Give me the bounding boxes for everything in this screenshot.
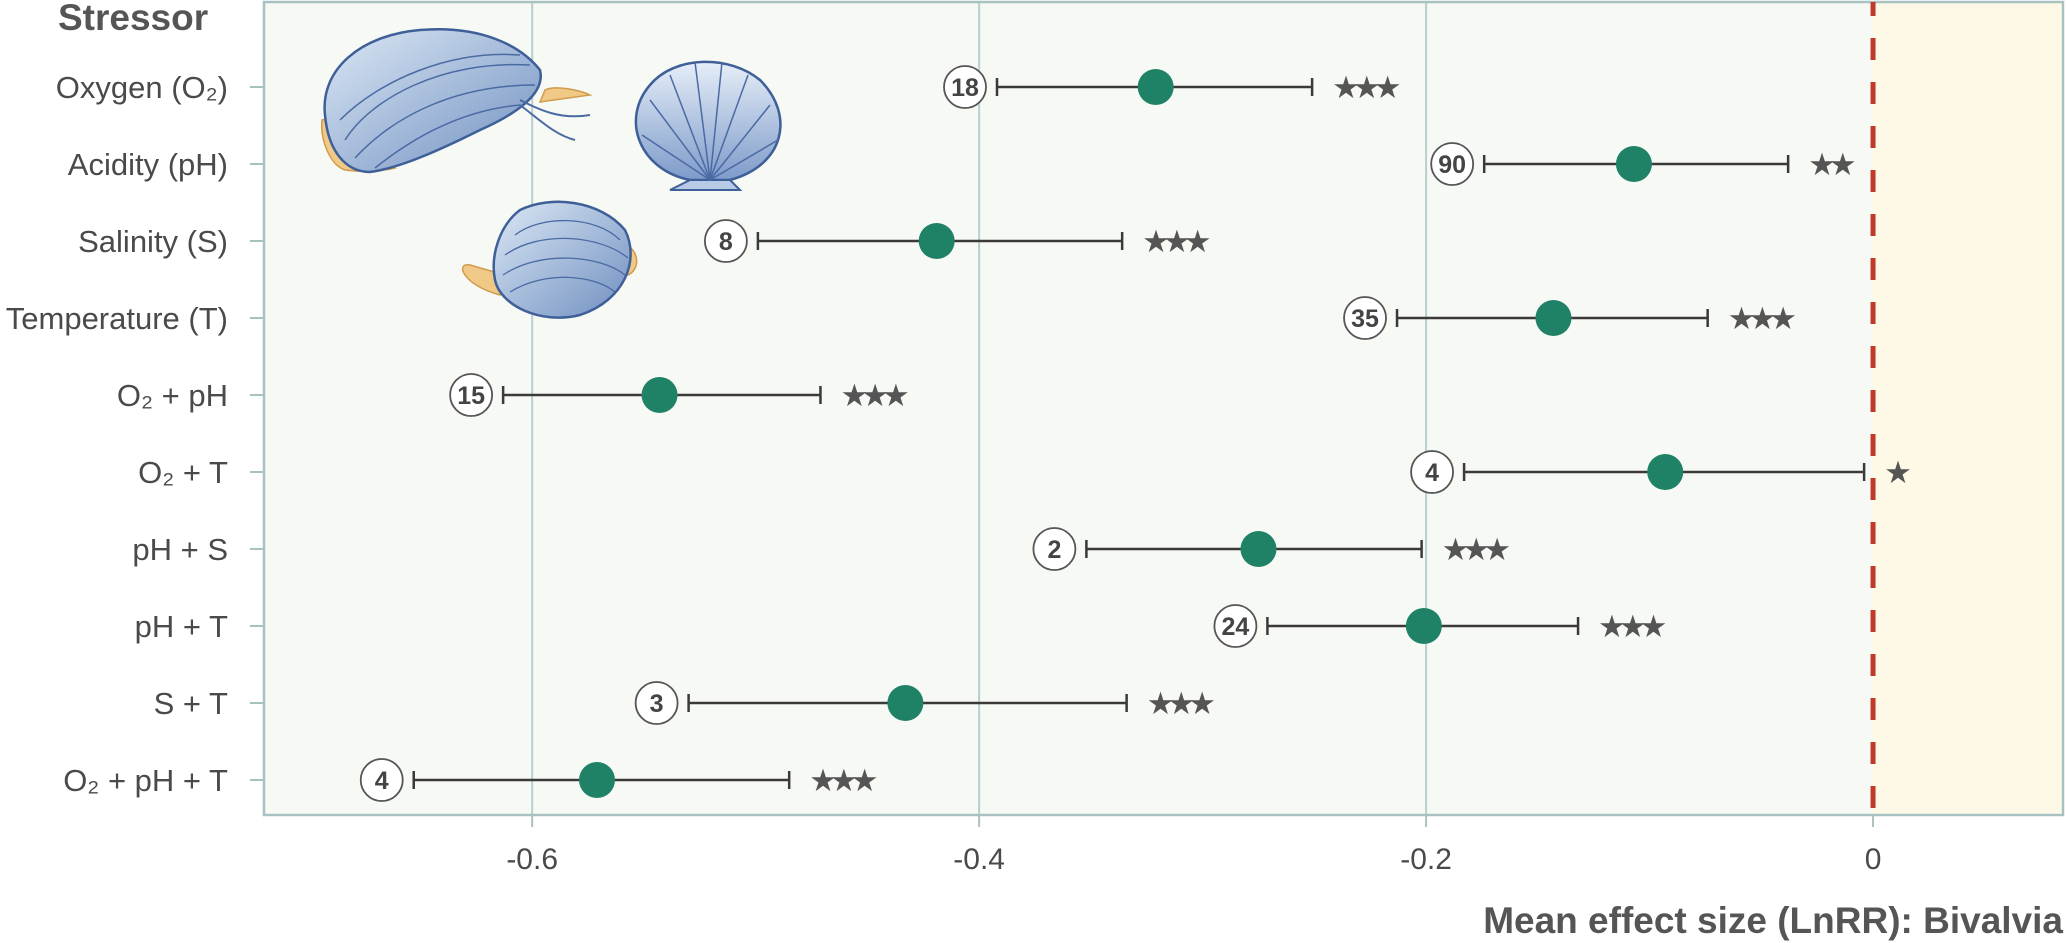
stressor-row: O₂ + T 4 ★ [138,450,1917,494]
sample-size-badge [1430,142,1475,186]
sample-size-label: 2 [1047,536,1061,564]
sample-size-label: 35 [1351,305,1379,333]
plot-frame [262,0,2065,817]
sample-size-label: 3 [650,690,664,718]
x-tick-label: -0.2 [1400,843,1452,876]
significance-stars: ★★★ [1598,609,1666,645]
stressor-row: Oxygen (O₂) 18 ★★★ [56,65,1407,109]
sample-size-badge [1032,527,1077,571]
mean-point [918,223,955,259]
significance-stars: ★★★ [1147,686,1215,722]
mean-point [641,377,678,413]
sample-size-label: 4 [375,767,389,795]
stressor-row: O₂ + pH + T 4 ★★★ [63,758,884,802]
x-tick-label: -0.6 [506,843,558,876]
stressor-row: O₂ + pH 15 ★★★ [117,373,915,417]
sample-size-badge [943,65,987,109]
significance-stars: ★★★ [1728,301,1796,337]
positive-region [1873,2,2063,815]
mean-point [1405,608,1442,644]
stressor-label: O₂ + T [138,455,228,490]
significance-stars: ★★★ [1332,70,1400,106]
significance-stars: ★★★ [1142,224,1210,260]
sample-size-label: 18 [951,74,979,102]
sample-size-badge [1343,296,1387,340]
stressor-row: pH + T 24 ★★★ [135,604,1673,648]
stressor-label: Salinity (S) [78,224,228,259]
significance-stars: ★★ [1808,147,1855,183]
sample-size-label: 90 [1438,151,1466,179]
stressor-label: Temperature (T) [6,301,228,336]
sample-size-badge [359,758,404,802]
significance-stars: ★★★ [1442,532,1510,568]
stressor-label: pH + T [135,609,228,644]
x-axis-title: Mean effect size (LnRR): Bivalvia [1483,900,2063,941]
mean-point [1240,531,1277,567]
stressor-label: S + T [154,686,228,721]
mussel-illustration [321,28,593,174]
stressor-row: Acidity (pH) 90 ★★ [68,142,1862,186]
x-axis: -0.6 -0.4 -0.2 0 [506,815,1881,876]
stressor-label: pH + S [132,532,228,567]
stressor-label: Oxygen (O₂) [56,70,228,105]
stressor-row: pH + S 2 ★★★ [132,527,1516,571]
sample-size-badge [449,373,494,417]
sample-size-badge [634,681,679,725]
scallop-illustration [634,60,782,191]
mean-point [1615,146,1652,182]
mean-point [1535,300,1572,336]
mean-point [887,685,924,721]
stressor-row: Temperature (T) 35 ★★★ [6,296,1802,340]
stressor-row: Salinity (S) 8 ★★★ [78,219,1217,263]
data-rows: Oxygen (O₂) 18 ★★★ Acidity (pH) 90 ★★ Salinity… [6,65,1917,802]
mean-point [1647,454,1684,490]
mean-point [578,762,615,798]
stressor-row: S + T 3 ★★★ [154,681,1221,725]
x-tick-label: -0.4 [953,843,1005,876]
sample-size-badge [1213,604,1258,648]
x-tick-label: 0 [1865,843,1882,876]
sample-size-label: 15 [457,382,485,410]
stressor-label: O₂ + pH + T [63,763,228,798]
sample-size-badge [1410,450,1454,494]
mean-point [1137,69,1174,105]
sample-size-badge [703,219,748,263]
sample-size-label: 4 [1425,459,1439,487]
stressor-label: O₂ + pH [117,378,228,413]
gridlines [531,2,1428,815]
clam-illustration [461,200,638,319]
sample-size-label: 24 [1222,613,1250,641]
negative-region [264,2,1874,815]
significance-stars: ★★★ [809,763,877,799]
significance-stars: ★★★ [840,378,908,414]
sample-size-label: 8 [719,228,733,256]
stressor-label: Acidity (pH) [68,147,228,182]
stressor-column-title: Stressor [58,0,208,38]
